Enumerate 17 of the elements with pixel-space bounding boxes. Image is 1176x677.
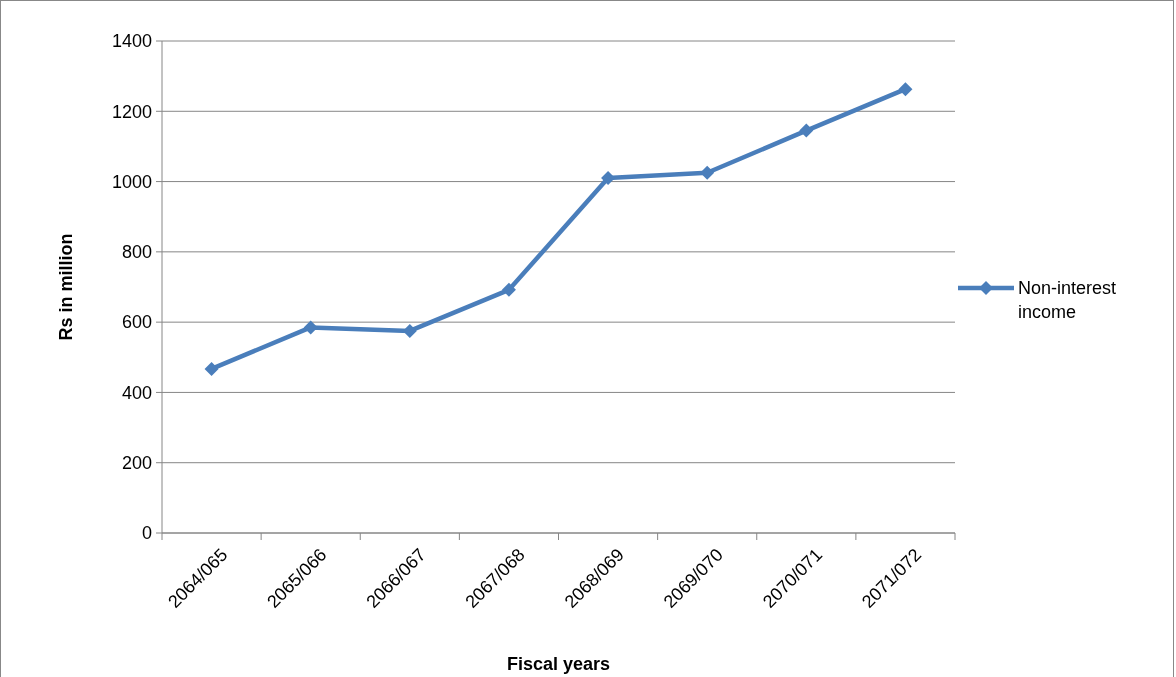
y-tick-label: 1000	[111, 171, 152, 192]
y-tick-label: 1400	[111, 31, 152, 52]
legend-label: Non-interest income	[1018, 278, 1117, 322]
point	[204, 361, 219, 376]
point	[501, 282, 516, 297]
y-tick-label: 800	[121, 242, 152, 263]
point	[898, 82, 913, 97]
y-tick-label: 400	[121, 382, 152, 403]
y-tick-label: 0	[141, 523, 152, 544]
y-tick-label: 1200	[111, 101, 152, 122]
point	[799, 123, 814, 138]
point	[700, 165, 715, 180]
y-tick-label: 200	[121, 453, 152, 474]
point	[303, 320, 318, 335]
y-axis-title: Rs in million	[56, 233, 76, 341]
x-axis-title: Fiscal years	[506, 654, 611, 674]
y-tick-label: 600	[121, 312, 152, 333]
